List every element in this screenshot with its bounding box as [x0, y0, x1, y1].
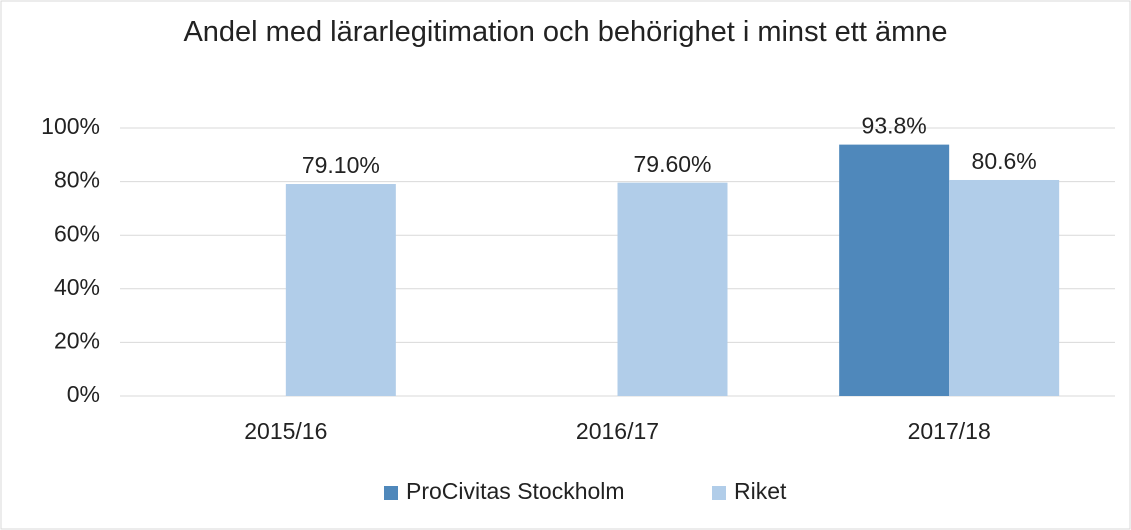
- data-label: 79.10%: [302, 152, 380, 178]
- bar: [839, 144, 950, 396]
- x-tick-label: 2015/16: [244, 418, 327, 444]
- y-tick-label: 40%: [54, 274, 100, 300]
- bar: [617, 182, 728, 396]
- data-label: 80.6%: [972, 148, 1037, 174]
- legend-label: Riket: [734, 478, 787, 504]
- x-tick-label: 2017/18: [908, 418, 991, 444]
- bar: [285, 184, 396, 396]
- y-tick-label: 60%: [54, 220, 100, 246]
- data-label: 93.8%: [862, 113, 927, 139]
- legend-swatch: [712, 486, 726, 500]
- x-tick-label: 2016/17: [576, 418, 659, 444]
- y-tick-label: 100%: [41, 113, 100, 139]
- y-tick-label: 0%: [67, 381, 100, 407]
- data-label: 79.60%: [633, 151, 711, 177]
- bar: [949, 179, 1060, 396]
- title-box: Andel med lärarlegitimation och behörigh…: [0, 12, 1131, 52]
- y-tick-label: 20%: [54, 327, 100, 353]
- chart-title: Andel med lärarlegitimation och behörigh…: [183, 16, 948, 48]
- legend-swatch: [384, 486, 398, 500]
- legend-label: ProCivitas Stockholm: [406, 478, 625, 504]
- y-tick-label: 80%: [54, 167, 100, 193]
